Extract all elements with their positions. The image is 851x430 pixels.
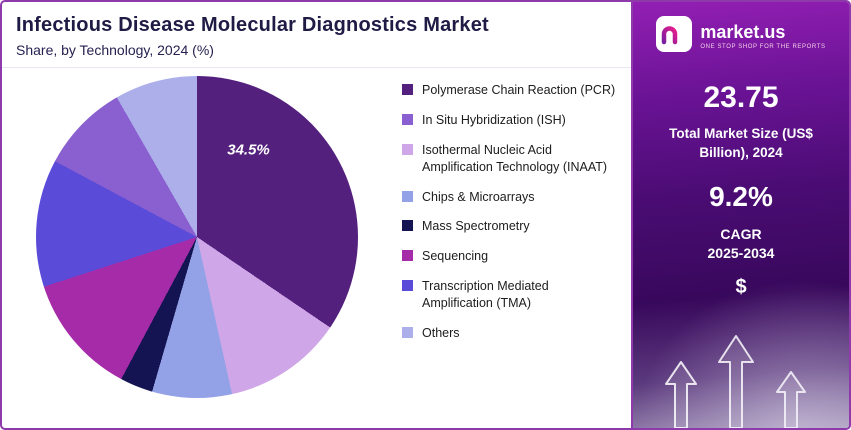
legend-label: Mass Spectrometry — [422, 219, 530, 234]
pie-slice-label: 34.5% — [227, 141, 270, 159]
brand-tagline: ONE STOP SHOP FOR THE REPORTS — [700, 44, 826, 50]
legend-item: Mass Spectrometry — [402, 218, 621, 235]
legend-item: Chips & Microarrays — [402, 189, 621, 206]
legend-item: Polymerase Chain Reaction (PCR) — [402, 82, 621, 99]
chart-subtitle: Share, by Technology, 2024 (%) — [16, 42, 214, 58]
legend-swatch — [402, 143, 413, 155]
legend-item: In Situ Hybridization (ISH) — [402, 112, 621, 129]
pie-graphic — [36, 76, 358, 398]
legend-swatch — [402, 113, 413, 125]
legend-swatch — [402, 84, 413, 95]
marketus-logo-icon — [656, 16, 693, 57]
dollar-symbol: $ — [735, 275, 747, 298]
market-size-label: Total Market Size (US$ Billion), 2024 — [669, 126, 813, 160]
cagr-value: 9.2% — [709, 180, 773, 212]
legend-label: Others — [422, 325, 460, 340]
legend-item: Others — [402, 325, 621, 342]
chart-header: Infectious Disease Molecular Diagnostics… — [2, 2, 631, 68]
legend-label: Transcription Mediated Amplification (TM… — [422, 279, 549, 310]
chart-legend: Polymerase Chain Reaction (PCR) In Situ H… — [402, 82, 621, 342]
pie-chart: 34.5% — [36, 76, 358, 398]
brand-logo: market.us ONE STOP SHOP FOR THE REPORTS — [656, 16, 825, 57]
brand-name: market.us — [700, 22, 786, 42]
chart-panel: Infectious Disease Molecular Diagnostics… — [2, 2, 631, 428]
legend-swatch — [402, 220, 413, 232]
legend-swatch — [402, 326, 413, 338]
cagr-label-line2: 2025-2034 — [707, 244, 775, 261]
cagr-label-line1: CAGR — [720, 225, 762, 242]
legend-item: Transcription Mediated Amplification (TM… — [402, 278, 621, 312]
chart-body: 34.5% Polymerase Chain Reaction (PCR) In … — [2, 68, 631, 428]
legend-item: Isothermal Nucleic Acid Amplification Te… — [402, 142, 621, 176]
brand-sidebar: market.us ONE STOP SHOP FOR THE REPORTS … — [631, 2, 849, 428]
legend-label: Sequencing — [422, 249, 489, 264]
legend-label: Polymerase Chain Reaction (PCR) — [422, 83, 616, 97]
legend-label: Isothermal Nucleic Acid Amplification Te… — [422, 142, 608, 174]
legend-swatch — [402, 280, 413, 292]
legend-swatch — [402, 190, 413, 202]
legend-swatch — [402, 250, 413, 262]
legend-item: Sequencing — [402, 248, 621, 265]
cagr-label: CAGR 2025-2034 — [708, 225, 775, 263]
legend-label: Chips & Microarrays — [422, 189, 535, 204]
legend-label: In Situ Hybridization (ISH) — [422, 112, 566, 127]
market-size-value: 23.75 — [703, 81, 779, 114]
growth-arrows-icon — [665, 335, 806, 428]
page-title: Infectious Disease Molecular Diagnostics… — [16, 14, 489, 36]
brand-text: market.us ONE STOP SHOP FOR THE REPORTS — [700, 23, 825, 50]
